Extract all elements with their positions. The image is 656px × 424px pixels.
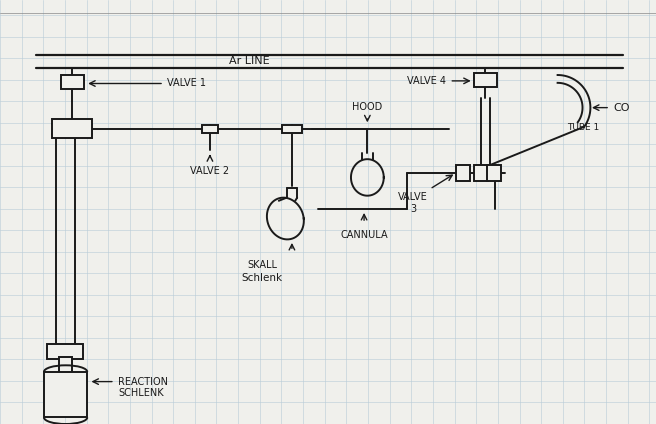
Bar [59,357,72,373]
Bar [456,165,470,181]
Bar [202,125,218,133]
Bar [474,73,497,87]
Text: SKALL: SKALL [247,259,277,270]
Bar [44,372,87,418]
Text: CANNULA: CANNULA [340,230,388,240]
Text: VALVE: VALVE [398,192,428,202]
Text: 3: 3 [410,204,417,214]
Bar [474,165,488,181]
Text: REACTION: REACTION [118,377,168,387]
Text: SCHLENK: SCHLENK [118,388,164,398]
Bar [61,75,84,89]
Text: HOOD: HOOD [352,102,382,112]
Text: VALVE 1: VALVE 1 [167,78,206,89]
Text: Schlenk: Schlenk [242,273,283,283]
Text: VALVE 4: VALVE 4 [407,76,445,86]
Text: Ar LINE: Ar LINE [229,56,270,66]
Text: TUBE 1: TUBE 1 [567,123,600,132]
Bar [487,165,501,181]
Bar [282,125,302,133]
Text: CO: CO [613,103,630,113]
Bar [52,119,92,138]
Text: VALVE 2: VALVE 2 [190,166,230,176]
Bar [47,344,83,359]
